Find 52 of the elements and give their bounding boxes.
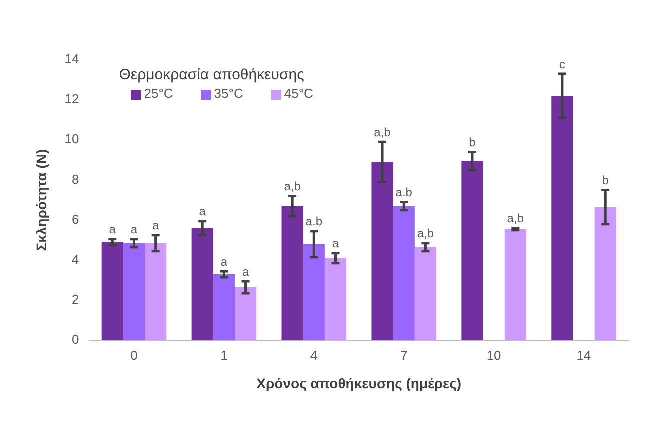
y-tick-label: 2 bbox=[72, 292, 80, 308]
y-axis-title: Σκληρότητα (N) bbox=[33, 149, 50, 252]
bar bbox=[552, 96, 574, 341]
y-tick-label: 14 bbox=[64, 52, 80, 67]
x-tick-label: 10 bbox=[486, 348, 502, 363]
bar bbox=[282, 206, 304, 341]
data-label: a bbox=[130, 222, 138, 237]
y-tick-label: 10 bbox=[64, 132, 80, 147]
x-tick-label: 7 bbox=[400, 348, 408, 363]
data-label: a,b bbox=[417, 226, 434, 241]
bar bbox=[393, 206, 415, 341]
data-label: a bbox=[152, 218, 160, 233]
x-tick-label: 14 bbox=[576, 348, 592, 363]
legend-label: 35°C bbox=[214, 86, 244, 102]
data-label: b bbox=[469, 136, 476, 150]
y-tick-label: 4 bbox=[72, 252, 80, 268]
legend-label: 25°C bbox=[144, 86, 174, 102]
x-tick-label: 1 bbox=[220, 348, 228, 363]
bar bbox=[324, 258, 347, 341]
data-label: c bbox=[559, 57, 566, 72]
x-tick-label: 0 bbox=[130, 348, 138, 363]
legend-title: Θερμοκρασία αποθήκευσης bbox=[119, 66, 304, 84]
data-label: a bbox=[199, 204, 206, 219]
bar bbox=[145, 243, 167, 341]
y-tick-label: 6 bbox=[72, 212, 80, 227]
data-label: a.b bbox=[396, 186, 413, 200]
data-label: a.b bbox=[306, 214, 323, 229]
bar bbox=[234, 287, 257, 341]
data-label: a,b bbox=[284, 180, 302, 194]
legend-label: 45°C bbox=[284, 86, 314, 102]
data-label: a,b bbox=[507, 212, 524, 226]
data-label: a bbox=[220, 254, 228, 269]
x-tick-label: 4 bbox=[310, 348, 318, 363]
bar bbox=[372, 162, 394, 341]
bar bbox=[192, 228, 214, 341]
bar bbox=[102, 242, 124, 341]
x-axis-title: Χρόνος αποθήκευσης (ημέρες) bbox=[256, 375, 462, 392]
data-label: a,b bbox=[374, 125, 392, 140]
y-tick-label: 0 bbox=[72, 332, 80, 348]
data-label: a bbox=[332, 236, 340, 251]
bar bbox=[594, 207, 616, 341]
data-label: b bbox=[602, 174, 610, 188]
bar bbox=[414, 247, 436, 341]
bar bbox=[123, 243, 146, 341]
data-label: a bbox=[109, 222, 116, 237]
bar bbox=[504, 229, 526, 341]
bar bbox=[303, 244, 325, 341]
y-tick-label: 8 bbox=[72, 172, 80, 187]
bar bbox=[462, 161, 484, 341]
data-label: a bbox=[242, 264, 250, 279]
y-tick-label: 12 bbox=[64, 92, 80, 107]
bar bbox=[213, 274, 235, 341]
